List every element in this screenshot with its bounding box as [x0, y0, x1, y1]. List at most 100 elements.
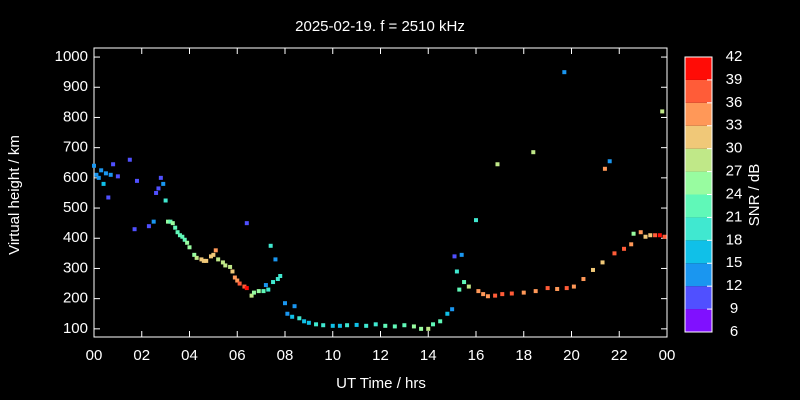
data-point	[146, 224, 151, 229]
data-point	[187, 245, 192, 250]
colorbar-tick-label: 12	[726, 277, 743, 294]
data-point	[643, 234, 648, 239]
data-point	[263, 283, 268, 288]
data-point	[134, 178, 139, 183]
colorbar-segment	[685, 102, 712, 126]
data-point	[290, 314, 295, 319]
data-point	[454, 269, 459, 274]
data-point	[177, 233, 182, 238]
data-point	[127, 157, 132, 162]
colorbar-tick-label: 6	[730, 323, 738, 340]
y-tick-label: 400	[63, 229, 88, 246]
data-point	[208, 254, 213, 259]
data-point	[292, 304, 297, 309]
data-point	[173, 225, 178, 230]
data-point	[481, 292, 486, 297]
data-point	[493, 293, 498, 298]
data-point	[562, 70, 567, 75]
data-point	[337, 323, 342, 328]
colorbar-tick-label: 33	[726, 117, 743, 134]
data-point	[232, 275, 237, 280]
data-point	[163, 198, 168, 203]
data-point	[168, 219, 173, 224]
data-point	[330, 323, 335, 328]
data-point	[466, 284, 471, 289]
data-point	[228, 264, 233, 269]
data-point	[452, 254, 457, 259]
data-point	[383, 323, 388, 328]
data-point	[590, 267, 595, 272]
data-point	[92, 163, 96, 168]
x-tick-label: 16	[468, 347, 485, 364]
data-point	[275, 277, 280, 282]
x-tick-label: 00	[659, 347, 676, 364]
data-point	[199, 257, 204, 262]
y-tick-label: 900	[63, 78, 88, 95]
data-point	[629, 242, 634, 247]
x-tick-label: 10	[324, 347, 341, 364]
data-point	[111, 162, 116, 167]
y-tick-label: 800	[63, 108, 88, 125]
data-point	[185, 240, 190, 245]
data-point	[657, 233, 662, 238]
colorbar-tick-label: 9	[730, 300, 738, 317]
data-point	[235, 278, 240, 283]
data-point	[251, 290, 256, 295]
y-tick-label: 100	[63, 320, 88, 337]
data-point	[392, 324, 397, 329]
data-point	[297, 316, 302, 321]
y-tick-label: 200	[63, 290, 88, 307]
colorbar-segment	[685, 240, 712, 264]
data-point	[457, 287, 462, 292]
data-point	[194, 255, 199, 260]
data-point	[106, 195, 111, 200]
chart-title: 2025-02-19. f = 2510 kHz	[295, 18, 465, 35]
data-point	[101, 181, 106, 186]
data-point	[242, 284, 247, 289]
data-point	[364, 323, 369, 328]
data-point	[638, 230, 643, 235]
data-point	[204, 258, 209, 263]
data-point	[373, 322, 378, 327]
y-tick-label: 1000	[55, 48, 88, 65]
x-tick-label: 18	[515, 347, 532, 364]
data-point	[103, 171, 108, 176]
colorbar-tick-label: 27	[726, 163, 743, 180]
data-point	[474, 218, 478, 223]
data-point	[278, 273, 283, 278]
data-point	[154, 190, 159, 195]
y-tick-label: 300	[63, 259, 88, 276]
data-point	[230, 269, 235, 274]
x-tick-label: 02	[133, 347, 150, 364]
colorbar-tick-label: 36	[726, 94, 743, 111]
data-point	[166, 219, 171, 224]
data-point	[158, 175, 163, 180]
data-point	[411, 324, 416, 329]
colorbar-segment	[685, 148, 712, 172]
colorbar-segment	[685, 194, 712, 218]
colorbar-segment	[685, 263, 712, 287]
colorbar-segment	[685, 286, 712, 310]
data-point	[223, 263, 228, 268]
data-point	[285, 311, 290, 316]
data-point	[509, 291, 514, 296]
x-tick-label: 14	[420, 347, 437, 364]
data-point	[426, 326, 431, 331]
data-point	[283, 301, 287, 306]
data-point	[612, 251, 617, 256]
data-point	[182, 237, 187, 242]
colorbar-segment	[685, 125, 712, 149]
x-tick-label: 04	[181, 347, 198, 364]
data-point	[268, 243, 273, 248]
data-point	[244, 286, 249, 291]
colorbar-tick-label: 18	[726, 231, 743, 248]
data-point	[419, 326, 424, 331]
data-point	[648, 233, 653, 238]
data-point	[156, 186, 161, 191]
colorbar-tick-label: 15	[726, 254, 743, 271]
data-point	[476, 289, 481, 294]
colorbar-segment	[685, 57, 712, 80]
data-point	[653, 233, 658, 238]
data-point	[571, 284, 576, 289]
